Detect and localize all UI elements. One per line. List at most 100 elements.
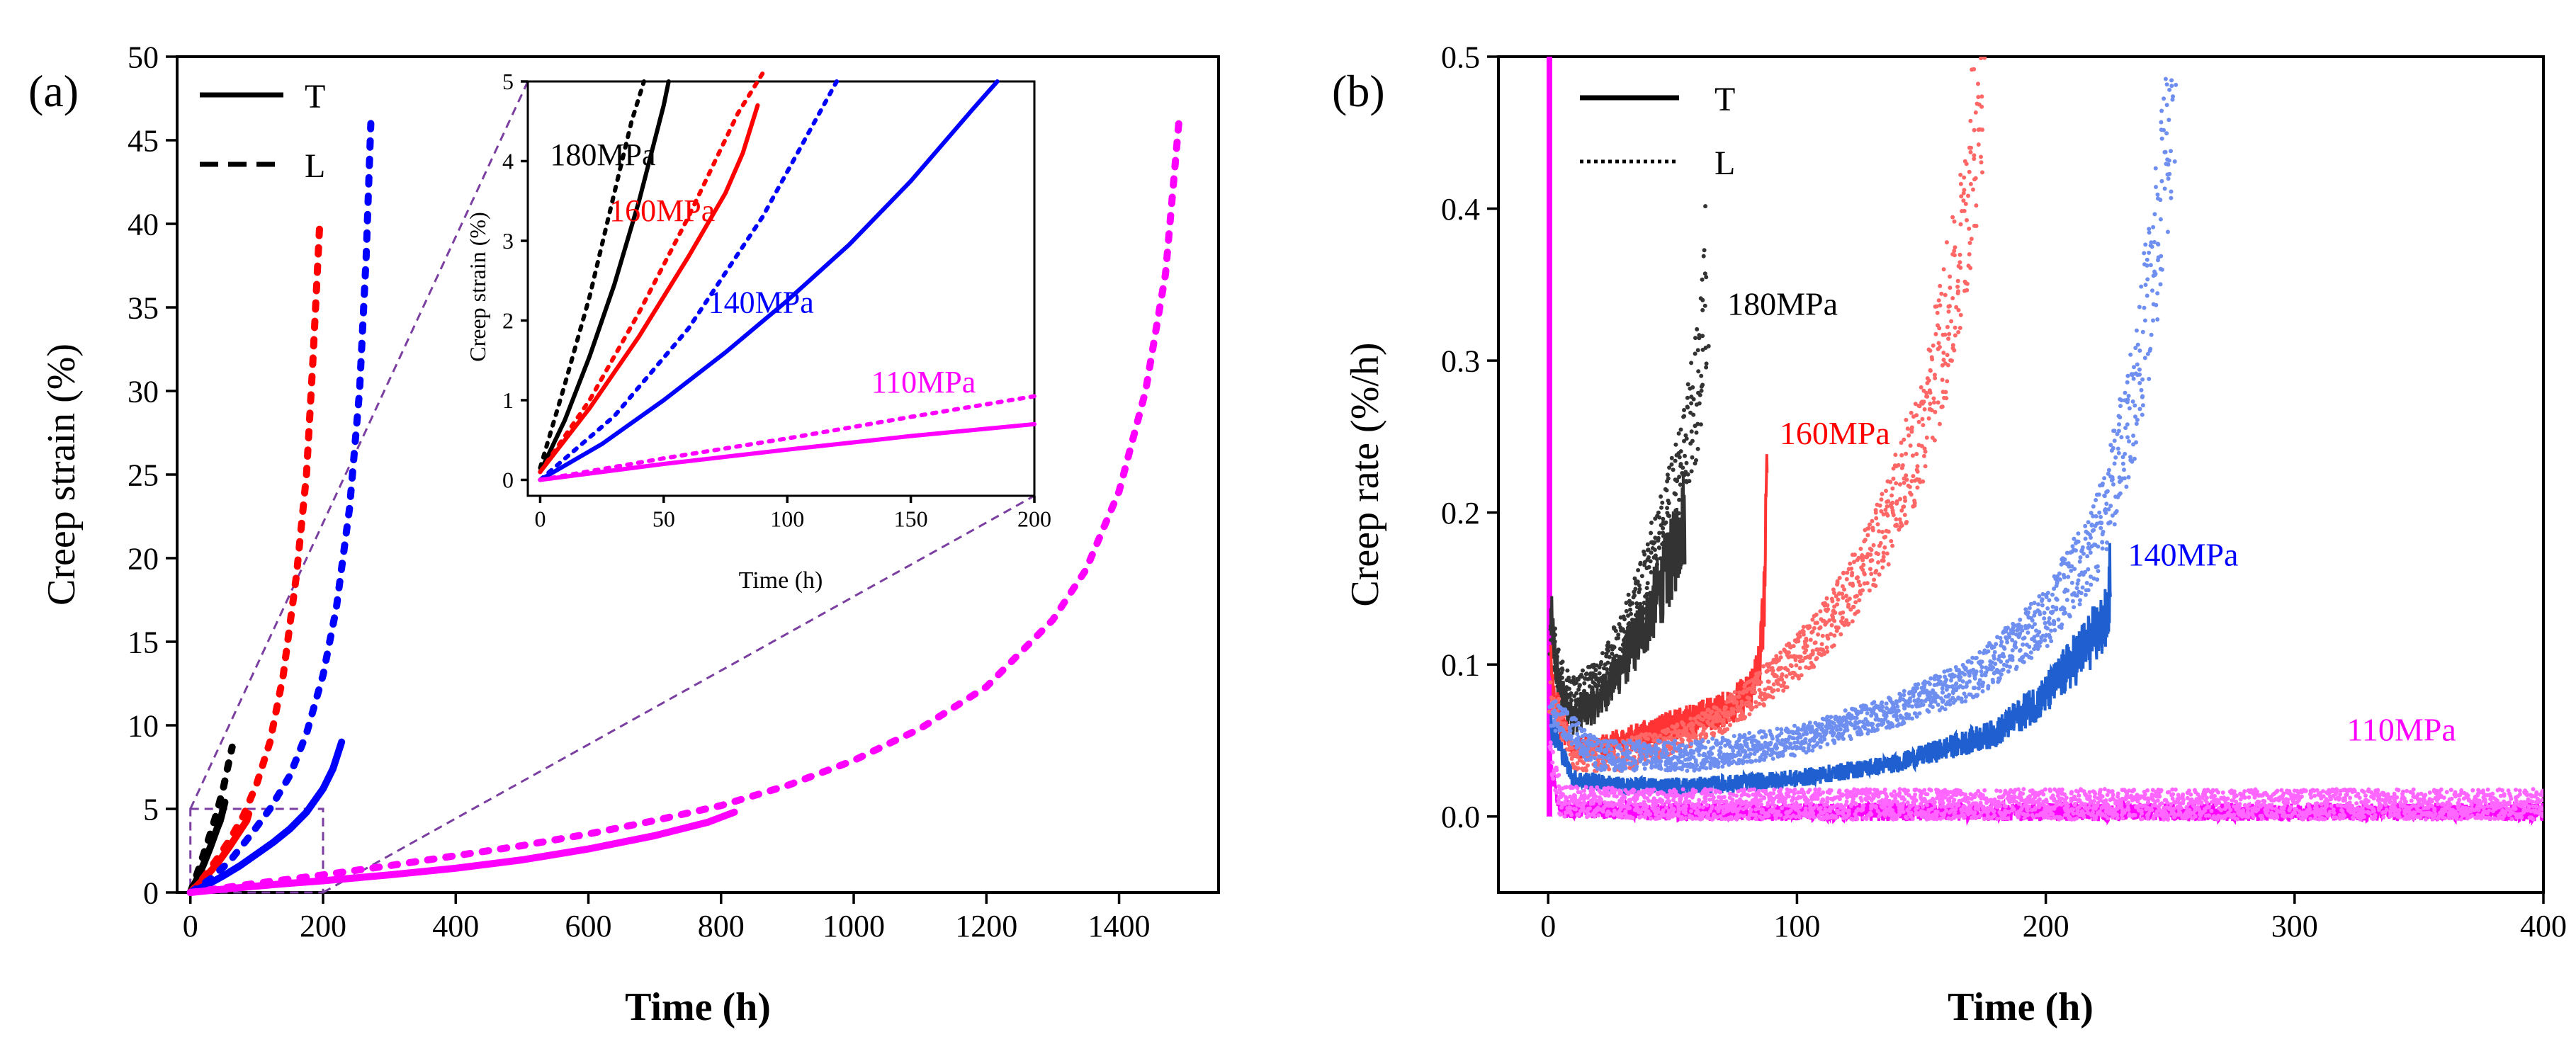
panel-b-point (1803, 737, 1808, 742)
panel-b-point (1649, 531, 1654, 535)
panel-b-point (1834, 628, 1839, 633)
panel-b-point (1939, 796, 1943, 801)
panel-b-point (1658, 556, 1663, 561)
panel-b-point (1886, 529, 1891, 534)
panel-b-point (1768, 729, 1773, 734)
panel-b-point (2016, 787, 2021, 792)
panel-b-point (1582, 788, 1587, 793)
panel-b-point (1953, 698, 1958, 703)
panel-b-point (1875, 522, 1880, 527)
panel-b-point (2078, 555, 2083, 560)
panel-b-point (1620, 642, 1625, 647)
panel-b-point (1894, 713, 1899, 718)
inset-series-180mpa-l (538, 79, 646, 470)
panel-b-point (2151, 225, 2156, 229)
panel-b-point (1924, 390, 1929, 395)
panel-b-point (2128, 455, 2132, 460)
panel-b-point (1664, 488, 1669, 493)
panel-b-point (1928, 681, 1932, 686)
panel-b-point (1856, 579, 1861, 584)
panel-b-point (1569, 698, 1574, 703)
panel-b-point (1936, 341, 1941, 346)
panel-b-point (1685, 395, 1690, 400)
panel-b-point (1680, 738, 1685, 742)
panel-b-point (1701, 254, 1706, 259)
panel-b-point (1731, 759, 1736, 764)
panel-b-point (2155, 291, 2160, 296)
panel-b-point (1651, 787, 1656, 792)
panel-b-point (2140, 403, 2145, 408)
panel-b-point (1763, 687, 1768, 692)
panel-b-point (2163, 149, 2168, 154)
panel-b-point (1899, 441, 1904, 445)
panel-b-point (1824, 645, 1829, 650)
panel-b-point (1625, 632, 1629, 637)
panel-b-point (1801, 629, 1806, 634)
panel-b-point (1977, 660, 1981, 665)
panel-b-point (2171, 51, 2175, 55)
panel-b-point (1680, 465, 1685, 470)
panel-b-point (1850, 619, 1855, 624)
panel-b-point (1876, 552, 1880, 557)
panel-b-point (2012, 644, 2017, 649)
panel-b-point (1882, 535, 1887, 540)
panel-b-point (1675, 479, 1679, 484)
panel-b-point (2119, 398, 2124, 403)
panel-b-point (2047, 598, 2052, 603)
panel-b-point (1551, 723, 1556, 728)
panel-b-point (1772, 787, 1777, 792)
panel-b-point (1615, 662, 1620, 667)
panel-b-point (1839, 722, 1844, 727)
panel-b-point (1547, 709, 1552, 714)
panel-b-point (1646, 548, 1651, 552)
panel-b-point (1639, 732, 1644, 737)
panel-b-point (1623, 651, 1628, 656)
panel-b-point (1871, 795, 1876, 800)
panel-b-point (2026, 804, 2031, 809)
panel-b-point (1706, 344, 1711, 348)
panel-b-point (1575, 732, 1580, 737)
panel-b-point (1659, 766, 1663, 771)
panel-b-point (2054, 607, 2059, 612)
panel-b-point (2155, 192, 2160, 197)
panel-b-point (1972, 676, 1977, 681)
panel-b-point (1899, 715, 1904, 720)
panel-b-point (1916, 682, 1921, 687)
panel-b-point (1934, 304, 1939, 309)
panel-b-point (1734, 701, 1739, 705)
panel-b-point (1879, 497, 1884, 502)
inset-y-tick-label: 4 (502, 149, 514, 174)
panel-b-point (1666, 740, 1671, 745)
panel-b-point (1929, 408, 1934, 413)
panel-b-point (1845, 570, 1850, 575)
panel-b-point (1634, 766, 1639, 771)
panel-b-point (1798, 654, 1803, 659)
panel-b-point (1909, 479, 1914, 484)
panel-b-point (2137, 372, 2142, 377)
panel-b-point (1848, 734, 1852, 739)
panel-b-point (1865, 711, 1870, 715)
panel-b-point (1877, 529, 1882, 534)
panel-b-point (1942, 669, 1947, 674)
panel-b-point (2077, 602, 2082, 607)
panel-b-point (1865, 581, 1870, 586)
panel-b-point (1792, 723, 1797, 728)
panel-b-point (1713, 726, 1718, 730)
panel-b-point (1863, 726, 1868, 731)
panel-b-point (1778, 655, 1783, 660)
panel-b-point (1605, 789, 1610, 794)
panel-b-point (1789, 664, 1794, 669)
panel-b-point (1919, 385, 1923, 390)
panel-b-point (1629, 618, 1634, 622)
panel-b-point (2112, 522, 2117, 527)
panel-b-point (1921, 805, 1926, 809)
panel-b-point (1727, 739, 1732, 744)
panel-b-point (2163, 76, 2168, 81)
panel-b-point (1873, 584, 1878, 589)
panel-b-point (1812, 625, 1817, 630)
panel-b-point (1708, 787, 1713, 792)
panel-b-point (1749, 739, 1754, 744)
panel-a-y-tick-label: 50 (128, 40, 159, 74)
panel-b-point (1810, 629, 1815, 634)
panel-a-x-tick-label: 1400 (1088, 909, 1151, 943)
